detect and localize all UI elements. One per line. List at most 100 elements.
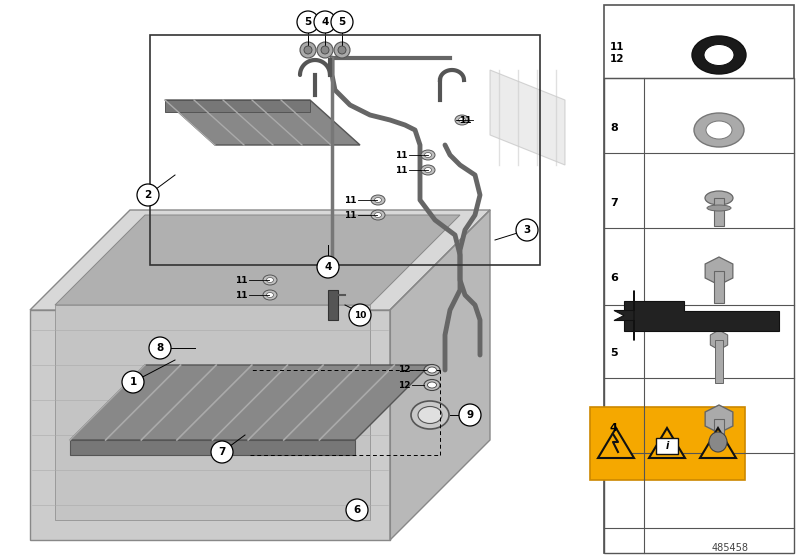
Text: 8: 8 xyxy=(156,343,164,353)
Ellipse shape xyxy=(263,290,277,300)
Text: 4: 4 xyxy=(322,17,329,27)
Bar xyxy=(714,198,724,226)
Text: 4: 4 xyxy=(610,423,618,433)
Polygon shape xyxy=(390,210,490,540)
Ellipse shape xyxy=(425,152,431,157)
Ellipse shape xyxy=(371,195,385,205)
Polygon shape xyxy=(705,405,733,433)
Text: 11: 11 xyxy=(345,211,357,220)
Circle shape xyxy=(314,11,336,33)
Ellipse shape xyxy=(266,292,274,297)
Polygon shape xyxy=(165,100,310,112)
Ellipse shape xyxy=(427,367,437,373)
Ellipse shape xyxy=(411,401,449,429)
Text: 4: 4 xyxy=(324,262,332,272)
Text: 6: 6 xyxy=(354,505,361,515)
Circle shape xyxy=(516,219,538,241)
Bar xyxy=(714,271,724,303)
Polygon shape xyxy=(649,428,685,458)
Polygon shape xyxy=(624,301,779,330)
Ellipse shape xyxy=(692,36,746,74)
Circle shape xyxy=(331,11,353,33)
Bar xyxy=(328,290,338,320)
Ellipse shape xyxy=(424,365,440,376)
Text: 5: 5 xyxy=(304,17,312,27)
Circle shape xyxy=(211,441,233,463)
Text: 11: 11 xyxy=(459,115,472,124)
Circle shape xyxy=(317,256,339,278)
Circle shape xyxy=(122,371,144,393)
Polygon shape xyxy=(55,305,370,520)
Circle shape xyxy=(459,404,481,426)
Ellipse shape xyxy=(266,278,274,282)
Circle shape xyxy=(300,42,316,58)
Ellipse shape xyxy=(427,382,437,388)
Bar xyxy=(714,419,724,451)
Text: 11: 11 xyxy=(395,166,408,175)
Polygon shape xyxy=(70,440,355,455)
Text: 9: 9 xyxy=(466,410,474,420)
Ellipse shape xyxy=(374,212,382,217)
Ellipse shape xyxy=(374,198,382,203)
Bar xyxy=(590,407,745,480)
Ellipse shape xyxy=(707,205,731,211)
Bar xyxy=(604,78,794,553)
Text: 1: 1 xyxy=(130,377,137,387)
Circle shape xyxy=(137,184,159,206)
Text: 485458: 485458 xyxy=(711,543,749,553)
Text: 11: 11 xyxy=(345,195,357,204)
Bar xyxy=(656,438,678,454)
Ellipse shape xyxy=(705,191,733,205)
Polygon shape xyxy=(614,291,634,340)
Text: 11: 11 xyxy=(395,151,408,160)
Circle shape xyxy=(297,11,319,33)
Text: i: i xyxy=(666,441,669,451)
Circle shape xyxy=(304,46,312,54)
Text: 12: 12 xyxy=(398,380,411,390)
Polygon shape xyxy=(70,365,430,440)
Circle shape xyxy=(321,46,329,54)
Text: 5: 5 xyxy=(610,348,618,358)
Ellipse shape xyxy=(694,113,744,147)
Text: 11: 11 xyxy=(235,276,248,284)
Bar xyxy=(150,35,540,265)
Polygon shape xyxy=(700,428,736,458)
Circle shape xyxy=(349,304,371,326)
Ellipse shape xyxy=(421,165,435,175)
Text: 10: 10 xyxy=(354,310,366,320)
Circle shape xyxy=(317,42,333,58)
Ellipse shape xyxy=(371,210,385,220)
Ellipse shape xyxy=(706,121,732,139)
Polygon shape xyxy=(55,215,460,305)
Polygon shape xyxy=(30,210,490,310)
Polygon shape xyxy=(490,70,565,165)
Circle shape xyxy=(334,42,350,58)
Bar xyxy=(604,5,794,553)
Text: 6: 6 xyxy=(610,273,618,283)
Text: 3: 3 xyxy=(523,225,530,235)
Bar xyxy=(715,340,723,383)
Text: 12: 12 xyxy=(398,366,411,375)
Ellipse shape xyxy=(425,167,431,172)
Polygon shape xyxy=(30,310,390,540)
Ellipse shape xyxy=(424,380,440,390)
Polygon shape xyxy=(165,100,360,145)
Ellipse shape xyxy=(709,432,727,452)
Ellipse shape xyxy=(458,118,466,123)
Ellipse shape xyxy=(263,275,277,285)
Circle shape xyxy=(149,337,171,359)
Text: 5: 5 xyxy=(338,17,346,27)
Ellipse shape xyxy=(421,150,435,160)
Circle shape xyxy=(346,499,368,521)
Ellipse shape xyxy=(704,44,734,66)
Text: 7: 7 xyxy=(218,447,226,457)
Polygon shape xyxy=(705,257,733,285)
Text: 7: 7 xyxy=(610,198,618,208)
Text: 2: 2 xyxy=(144,190,152,200)
Polygon shape xyxy=(710,330,728,350)
Ellipse shape xyxy=(418,407,442,423)
Polygon shape xyxy=(598,428,634,458)
Text: 8: 8 xyxy=(610,123,618,133)
Ellipse shape xyxy=(455,115,469,125)
Text: 11: 11 xyxy=(235,291,248,300)
